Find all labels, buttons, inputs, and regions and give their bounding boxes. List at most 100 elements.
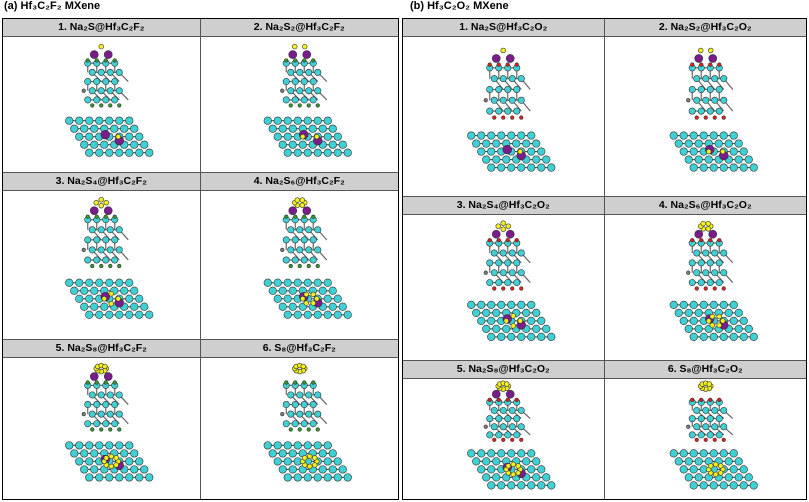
hf-atom: [692, 249, 700, 257]
hf-atom: [517, 75, 525, 83]
hf-atom: [323, 473, 332, 482]
hf-atom: [513, 259, 521, 267]
hf-atom: [309, 256, 317, 264]
hf-atom: [125, 116, 134, 125]
hf-atom: [467, 131, 476, 140]
hf-atom: [130, 302, 139, 311]
hf-atom: [679, 131, 688, 140]
panel-a-title: (a) Hf₃C₂F₂ MXene: [4, 0, 101, 12]
s-atom: [299, 197, 305, 203]
s-atom: [500, 220, 506, 226]
hf-atom: [100, 302, 109, 311]
hf-atom: [490, 406, 498, 414]
hf-atom: [140, 465, 149, 474]
hf-atom: [313, 278, 322, 287]
hf-atom: [343, 310, 352, 319]
hf-atom: [697, 107, 705, 115]
c-atom: [81, 88, 86, 93]
termination-atom: [288, 427, 293, 432]
hf-atom: [106, 391, 114, 399]
hf-atom: [120, 449, 129, 458]
termination-atom: [689, 62, 694, 67]
hf-atom: [84, 256, 92, 264]
hf-atom: [300, 236, 308, 244]
structure-cell: 5. Na₂S₈@Hf₃C₂F₂: [3, 340, 201, 499]
hf-atom: [504, 279, 512, 287]
hf-atom: [304, 391, 312, 399]
termination-atom: [694, 437, 699, 442]
hf-atom: [97, 391, 105, 399]
hf-atom: [507, 481, 516, 490]
hf-atom: [486, 85, 494, 93]
termination-atom: [94, 380, 99, 385]
hf-atom: [80, 302, 89, 311]
structure-cell: 3. Na₂S₄@Hf₃C₂F₂: [3, 173, 201, 340]
hf-atom: [504, 107, 512, 115]
structure-cell: 2. Na₂S₂@Hf₃C₂O₂: [604, 19, 806, 197]
hf-atom: [477, 131, 486, 140]
hf-atom: [508, 96, 516, 104]
hf-atom: [688, 259, 696, 267]
s-atom: [306, 453, 312, 460]
hf-atom: [303, 116, 312, 125]
hf-atom: [105, 148, 114, 157]
hf-atom: [65, 278, 74, 287]
hf-atom: [674, 139, 683, 148]
hf-atom: [80, 465, 89, 474]
hf-atom: [517, 131, 526, 140]
termination-atom: [301, 214, 306, 219]
termination-atom: [501, 286, 506, 291]
hf-atom: [694, 139, 703, 148]
hf-atom: [84, 420, 92, 428]
hf-atom: [710, 249, 718, 257]
hf-atom: [537, 481, 546, 490]
termination-atom: [519, 286, 524, 291]
na-atom: [707, 54, 717, 63]
hf-atom: [111, 78, 119, 86]
hf-atom: [706, 431, 714, 439]
hf-atom: [273, 294, 282, 303]
hf-atom: [499, 96, 507, 104]
hf-atom: [278, 286, 287, 295]
s-atom: [306, 463, 312, 470]
panel-b-grid: 1. Na₂S@Hf₃C₂O₂ 2. Na₂S₂@Hf₃C₂O₂ 3. Na₂S…: [402, 18, 807, 500]
hf-atom: [729, 465, 738, 474]
hf-atom: [739, 316, 748, 325]
hf-atom: [734, 308, 743, 317]
na-atom: [301, 50, 311, 59]
structure-label: 1. Na₂S@Hf₃C₂O₂: [403, 19, 604, 37]
hf-atom: [318, 124, 327, 133]
termination-atom: [712, 115, 717, 120]
hf-atom: [273, 441, 282, 450]
hf-atom: [734, 324, 743, 333]
hf-atom: [513, 107, 521, 115]
hf-atom: [65, 441, 74, 450]
termination-atom: [283, 214, 288, 219]
hf-atom: [684, 139, 693, 148]
hf-atom: [689, 300, 698, 309]
hf-atom: [710, 423, 718, 431]
hf-atom: [318, 449, 327, 458]
c-atom: [81, 247, 86, 253]
hf-atom: [719, 96, 727, 104]
structure-label: 4. Na₂S₆@Hf₃C₂O₂: [604, 197, 806, 215]
termination-atom: [108, 263, 113, 269]
hf-atom: [303, 310, 312, 319]
termination-atom: [501, 437, 506, 442]
hf-atom: [487, 163, 496, 172]
hf-atom: [278, 302, 287, 311]
termination-atom: [117, 263, 122, 269]
hf-atom: [93, 78, 101, 86]
hf-atom: [522, 308, 531, 317]
hf-atom: [303, 278, 312, 287]
hf-atom: [739, 163, 748, 172]
hf-atom: [482, 139, 491, 148]
termination-atom: [492, 437, 497, 442]
termination-atom: [103, 214, 108, 219]
hf-atom: [710, 75, 718, 83]
hf-atom: [749, 481, 758, 490]
structure-image: [201, 358, 399, 499]
termination-atom: [712, 437, 717, 442]
na-atom: [693, 54, 703, 63]
hf-atom: [313, 410, 321, 418]
